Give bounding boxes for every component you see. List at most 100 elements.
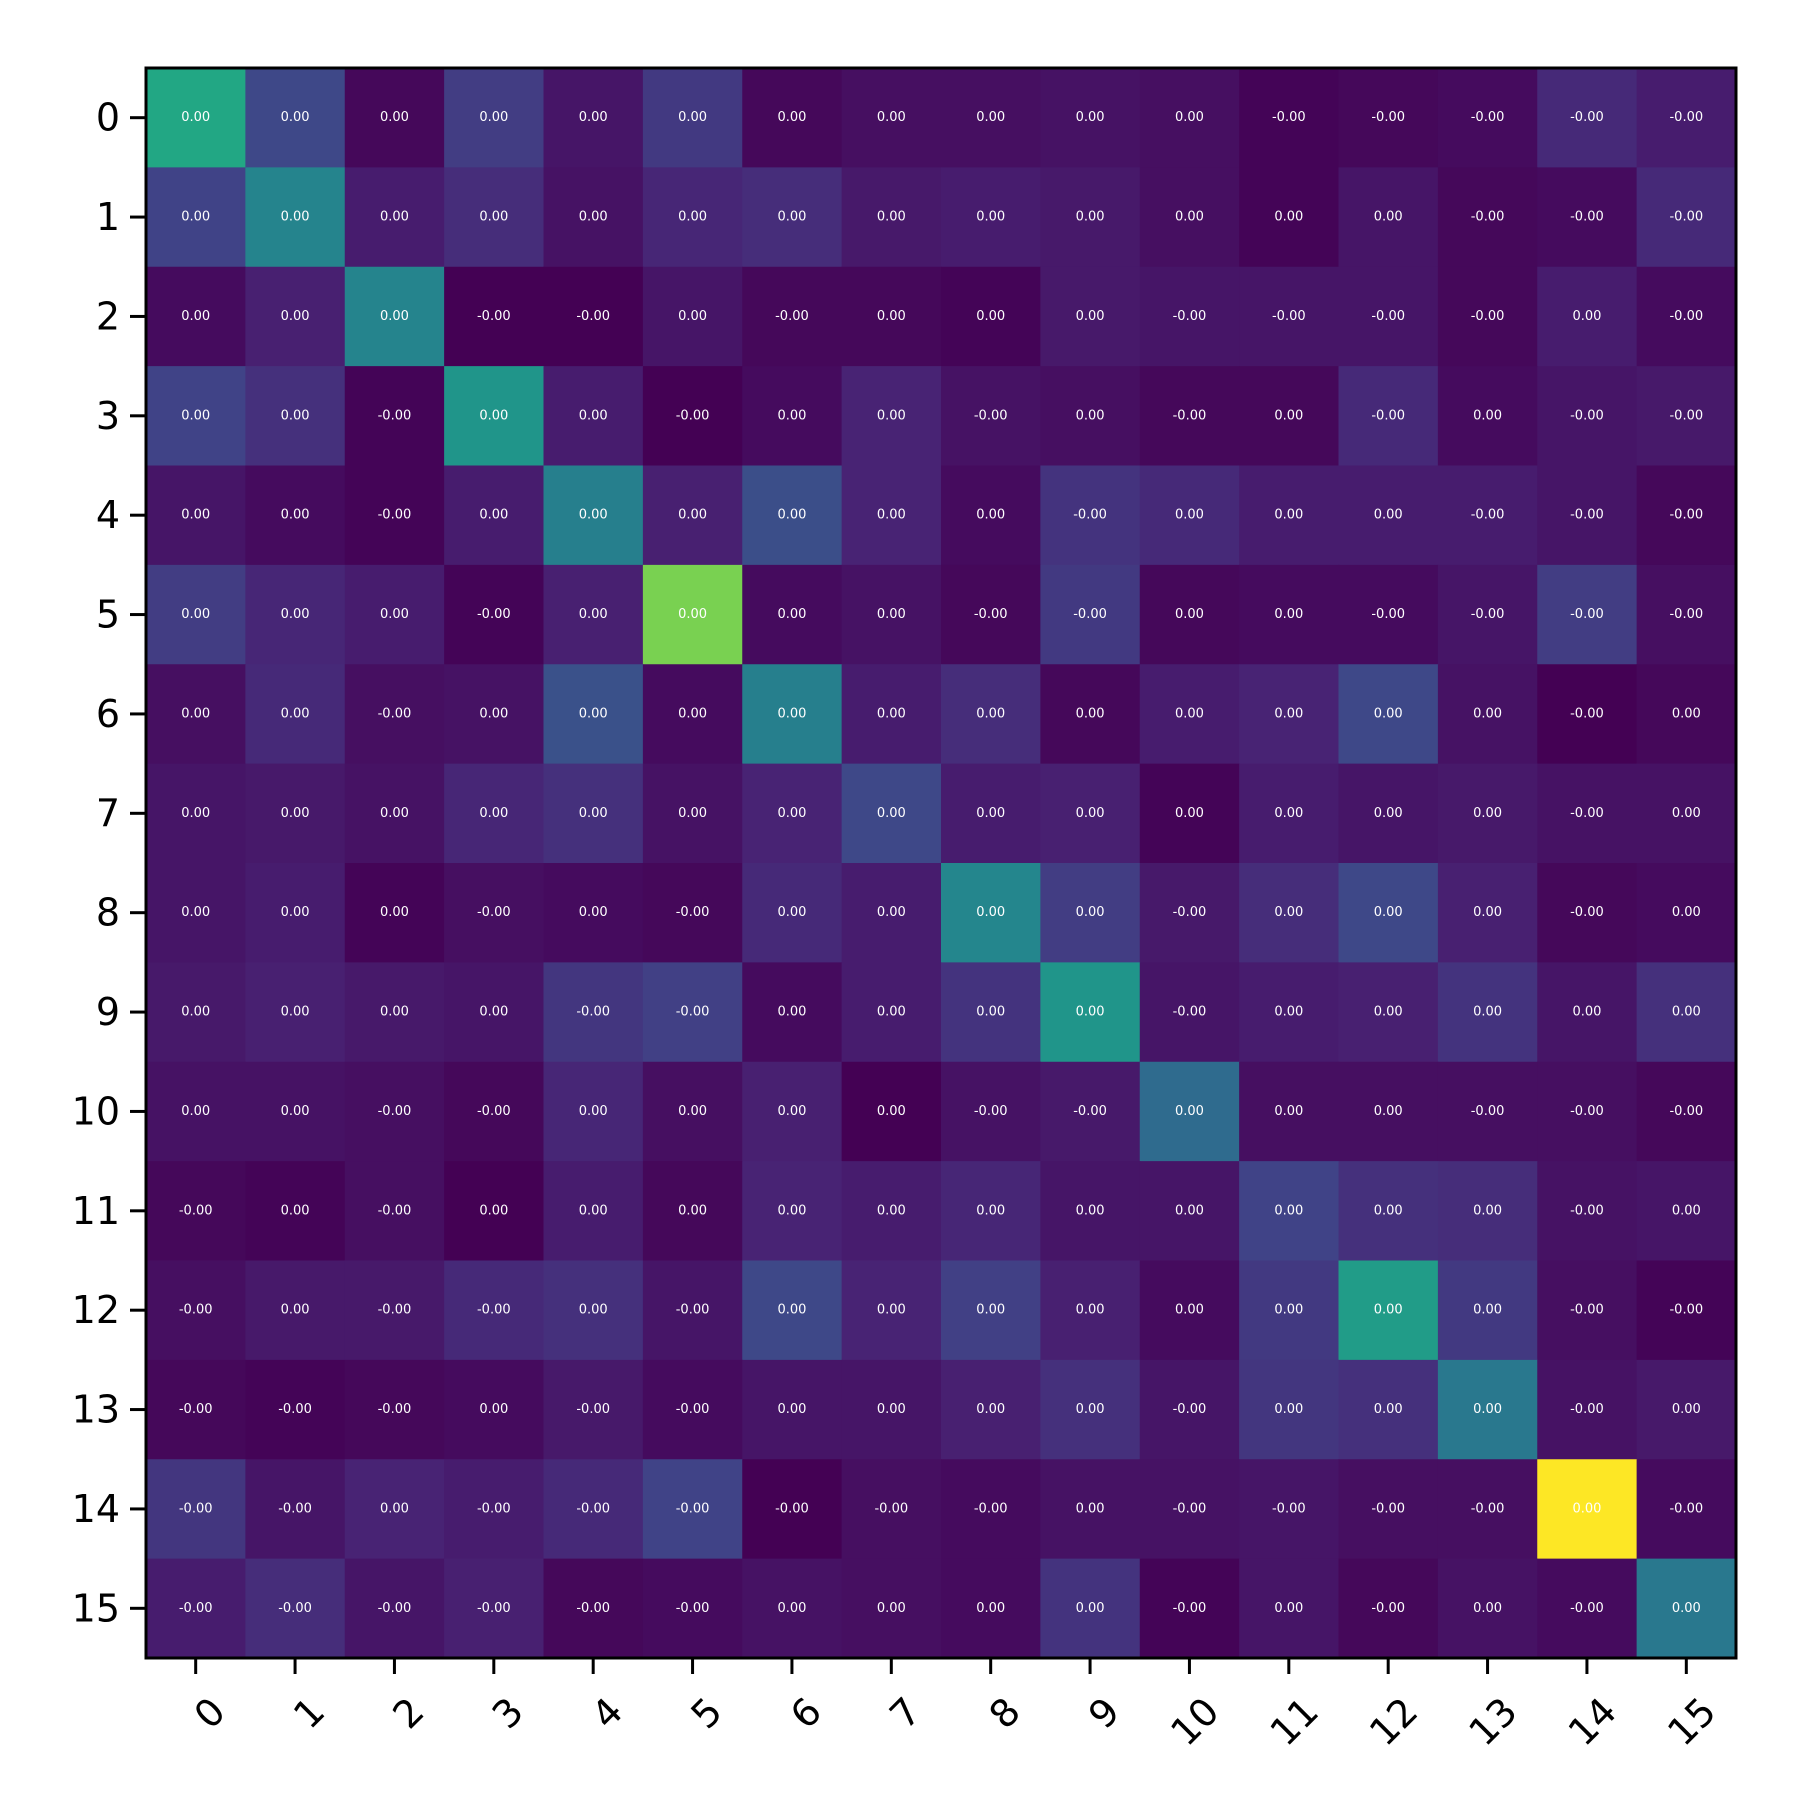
heatmap-cell-r15-c1	[245, 1558, 346, 1659]
y-tick-label-15: 15	[72, 1586, 120, 1630]
cell-value-label-r15-c1: -0.00	[278, 1601, 312, 1616]
cell-value-label-r8-c2: 0.00	[380, 905, 409, 920]
heatmap-cell-r7-c0	[146, 763, 246, 864]
cell-value-label-r6-c11: 0.00	[1274, 706, 1303, 721]
heatmap-cell-r10-c1	[245, 1061, 346, 1162]
heatmap-cell-r4-c14	[1537, 465, 1638, 566]
cell-value-label-r2-c9: 0.00	[1076, 309, 1105, 324]
cell-value-label-r12-c7: 0.00	[877, 1303, 906, 1318]
heatmap-cell-r15-c4	[543, 1558, 644, 1659]
heatmap-cell-r7-c8	[941, 763, 1041, 864]
cell-value-label-r6-c5: 0.00	[678, 706, 707, 721]
cell-value-label-r5-c3: -0.00	[477, 607, 511, 622]
heatmap-cell-r5-c14	[1537, 564, 1638, 665]
heatmap-cell-r9-c5	[642, 962, 743, 1063]
cell-value-label-r14-c10: -0.00	[1173, 1501, 1207, 1516]
cell-value-label-r8-c15: 0.00	[1672, 905, 1701, 920]
cell-value-label-r13-c7: 0.00	[877, 1402, 906, 1417]
cell-value-label-r6-c10: 0.00	[1175, 706, 1204, 721]
heatmap-cell-r10-c8	[941, 1061, 1041, 1162]
heatmap-cell-r3-c15	[1636, 366, 1737, 467]
heatmap-cell-r15-c13	[1437, 1558, 1538, 1659]
heatmap-cell-r8-c15	[1636, 863, 1737, 963]
heatmap-cell-r2-c1	[245, 266, 346, 367]
cell-value-label-r13-c0: -0.00	[179, 1402, 213, 1417]
heatmap-cell-r10-c6	[742, 1061, 843, 1162]
heatmap-cell-r12-c12	[1338, 1260, 1439, 1361]
heatmap-cell-r12-c15	[1636, 1260, 1737, 1361]
heatmap-cell-r5-c3	[444, 564, 545, 665]
x-tick-label-15: 15	[1659, 1689, 1724, 1754]
heatmap-cell-r10-c15	[1636, 1061, 1737, 1162]
heatmap-cell-r7-c12	[1338, 763, 1439, 864]
cell-value-label-r1-c14: -0.00	[1570, 210, 1604, 225]
cell-value-label-r9-c3: 0.00	[479, 1005, 508, 1020]
y-tick-label-2: 2	[96, 294, 120, 338]
heatmap-cell-r0-c14	[1537, 68, 1638, 168]
cell-value-label-r3-c12: -0.00	[1371, 408, 1405, 423]
cell-value-label-r15-c7: 0.00	[877, 1601, 906, 1616]
heatmap-cell-r12-c9	[1040, 1260, 1141, 1361]
x-tick-label-6: 6	[782, 1689, 830, 1737]
cell-value-label-r2-c2: 0.00	[380, 309, 409, 324]
cell-value-label-r7-c2: 0.00	[380, 806, 409, 821]
x-tick-label-5: 5	[683, 1689, 731, 1737]
cell-value-label-r6-c15: 0.00	[1672, 706, 1701, 721]
cell-value-label-r9-c9: 0.00	[1076, 1005, 1105, 1020]
heatmap-cell-r9-c6	[742, 962, 843, 1063]
heatmap-cell-r7-c14	[1537, 763, 1638, 864]
heatmap-cell-r6-c3	[444, 664, 545, 765]
y-tick-label-7: 7	[96, 791, 120, 835]
heatmap-cell-r6-c11	[1239, 664, 1340, 765]
heatmap-cell-r8-c9	[1040, 863, 1141, 963]
cell-value-label-r8-c7: 0.00	[877, 905, 906, 920]
heatmap-cell-r4-c3	[444, 465, 545, 566]
cell-value-label-r12-c2: -0.00	[378, 1303, 412, 1318]
heatmap-cell-r10-c10	[1139, 1061, 1240, 1162]
heatmap-cell-r4-c6	[742, 465, 843, 566]
cell-value-label-r5-c8: -0.00	[974, 607, 1008, 622]
cell-value-label-r5-c14: -0.00	[1570, 607, 1604, 622]
cell-value-label-r1-c2: 0.00	[380, 210, 409, 225]
heatmap-cell-r0-c15	[1636, 68, 1737, 168]
heatmap-cell-r1-c6	[742, 167, 843, 268]
heatmap-cell-r6-c12	[1338, 664, 1439, 765]
heatmap-cell-r4-c1	[245, 465, 346, 566]
heatmap-cell-r3-c6	[742, 366, 843, 467]
x-tick-label-2: 2	[384, 1689, 432, 1737]
cell-value-label-r9-c2: 0.00	[380, 1005, 409, 1020]
cell-value-label-r3-c4: 0.00	[579, 408, 608, 423]
cell-value-label-r5-c2: 0.00	[380, 607, 409, 622]
cell-value-label-r1-c10: 0.00	[1175, 210, 1204, 225]
cell-value-label-r14-c13: -0.00	[1471, 1501, 1505, 1516]
heatmap-cell-r0-c10	[1139, 68, 1240, 168]
heatmap-cell-r7-c1	[245, 763, 346, 864]
heatmap-cell-r1-c12	[1338, 167, 1439, 268]
y-tick-label-13: 13	[72, 1388, 120, 1432]
heatmap-cell-r0-c0	[146, 68, 246, 168]
cell-value-label-r15-c10: -0.00	[1173, 1601, 1207, 1616]
heatmap-cell-r14-c3	[444, 1459, 545, 1560]
cell-value-label-r13-c5: -0.00	[676, 1402, 710, 1417]
heatmap-cell-r2-c10	[1139, 266, 1240, 367]
cell-value-label-r14-c15: -0.00	[1669, 1501, 1703, 1516]
heatmap-cell-r8-c5	[642, 863, 743, 963]
cell-value-label-r1-c11: 0.00	[1274, 210, 1303, 225]
cell-value-label-r13-c14: -0.00	[1570, 1402, 1604, 1417]
heatmap-cell-r5-c15	[1636, 564, 1737, 665]
cell-value-label-r4-c13: -0.00	[1471, 508, 1505, 523]
plot-frame	[144, 66, 1738, 1660]
heatmap-cell-r8-c4	[543, 863, 644, 963]
cell-value-label-r7-c8: 0.00	[976, 806, 1005, 821]
cell-value-label-r8-c12: 0.00	[1374, 905, 1403, 920]
heatmap-cell-r11-c12	[1338, 1161, 1439, 1262]
heatmap-cell-r12-c14	[1537, 1260, 1638, 1361]
cell-value-label-r13-c12: 0.00	[1374, 1402, 1403, 1417]
cell-value-label-r13-c15: 0.00	[1672, 1402, 1701, 1417]
heatmap-cell-r14-c15	[1636, 1459, 1737, 1560]
cell-value-label-r1-c13: -0.00	[1471, 210, 1505, 225]
heatmap-cell-r11-c13	[1437, 1161, 1538, 1262]
cell-value-label-r11-c10: 0.00	[1175, 1203, 1204, 1218]
cell-value-label-r15-c15: 0.00	[1672, 1601, 1701, 1616]
